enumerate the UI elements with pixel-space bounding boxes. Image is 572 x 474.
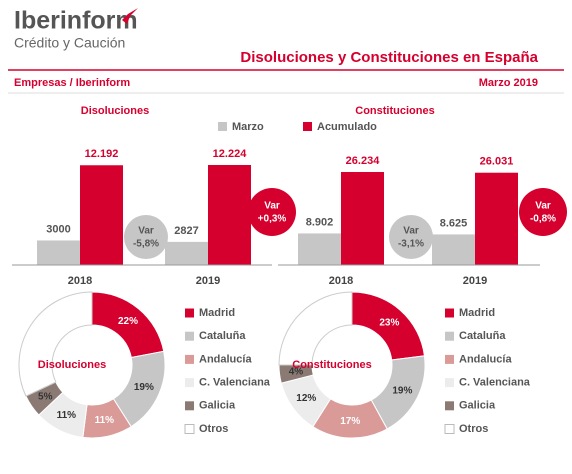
- legend-label: Galicia: [199, 400, 236, 412]
- slice-label: 17%: [340, 416, 360, 427]
- legend-swatch: [185, 308, 194, 318]
- variation-title: Var: [264, 201, 280, 212]
- x-tick-label: 2019: [196, 275, 220, 287]
- variation-title: Var: [138, 226, 154, 237]
- legend-swatch: [185, 378, 194, 388]
- legend-label: C. Valenciana: [459, 377, 531, 389]
- slice-label: 12%: [296, 393, 316, 404]
- variation-title: Var: [403, 226, 419, 237]
- bar: [432, 234, 475, 265]
- slice-label: 5%: [38, 391, 53, 402]
- legend-label: Otros: [459, 423, 488, 435]
- legend-swatch: [445, 308, 454, 318]
- x-tick-label: 2018: [68, 275, 92, 287]
- bar: [37, 240, 80, 265]
- logo-sub: Crédito y Caución: [14, 35, 125, 51]
- legend-label: Otros: [199, 423, 228, 435]
- legend-label: Madrid: [459, 307, 495, 319]
- slice-label: 19%: [392, 385, 412, 396]
- slice-label: 22%: [118, 316, 138, 327]
- page-title: Disoluciones y Constituciones en España: [240, 49, 538, 66]
- legend-label: C. Valenciana: [199, 377, 271, 389]
- donut-title: Disoluciones: [38, 359, 106, 371]
- legend-label: Marzo: [232, 121, 264, 133]
- legend-label: Acumulado: [317, 121, 377, 133]
- variation-label: -3,1%: [398, 239, 424, 250]
- bar: [475, 172, 518, 265]
- variation-title: Var: [535, 201, 551, 212]
- legend-swatch: [445, 401, 454, 411]
- legend-swatch: [184, 424, 195, 434]
- legend-label: Andalucía: [199, 353, 252, 365]
- legend-label: Cataluña: [199, 330, 246, 342]
- variation-bubble: [124, 215, 168, 259]
- donut-slice: [18, 291, 93, 397]
- value-label: 2827: [174, 225, 198, 237]
- slice-label: 23%: [379, 317, 399, 328]
- variation-label: +0,3%: [258, 214, 287, 225]
- legend-label: Andalucía: [459, 353, 512, 365]
- bar: [341, 172, 384, 265]
- bar: [80, 165, 123, 265]
- legend-label: Cataluña: [459, 330, 506, 342]
- legend-label: Galicia: [459, 400, 496, 412]
- date: Marzo 2019: [479, 77, 538, 89]
- source: Empresas / Iberinform: [14, 77, 130, 89]
- legend-swatch: [445, 331, 454, 341]
- legend-swatch: [444, 424, 455, 434]
- variation-bubble: [519, 188, 567, 236]
- slice-label: 11%: [57, 410, 77, 421]
- slice-label: 4%: [289, 367, 304, 378]
- value-label: 26.234: [346, 155, 381, 167]
- value-label: 8.625: [440, 217, 468, 229]
- value-label: 12.224: [213, 148, 248, 160]
- variation-bubble: [389, 215, 433, 259]
- x-tick-label: 2019: [463, 275, 487, 287]
- value-label: 3000: [46, 223, 70, 235]
- slice-label: 19%: [134, 382, 154, 393]
- logo-mark: [122, 8, 138, 24]
- legend-swatch: [185, 331, 194, 341]
- variation-label: -0,8%: [530, 214, 556, 225]
- legend-swatch: [445, 378, 454, 388]
- legend-swatch: [185, 401, 194, 411]
- variation-label: -5,8%: [133, 239, 159, 250]
- donut-title: Constituciones: [292, 359, 371, 371]
- x-tick-label: 2018: [329, 275, 353, 287]
- chart-title: Disoluciones: [81, 105, 149, 117]
- legend-swatch: [303, 122, 312, 131]
- variation-bubble: [248, 188, 296, 236]
- bar: [208, 165, 251, 265]
- value-label: 8.902: [306, 216, 334, 228]
- legend-label: Madrid: [199, 307, 235, 319]
- legend-swatch: [185, 354, 194, 364]
- donut-slice: [278, 291, 353, 366]
- bar: [298, 233, 341, 265]
- bar: [165, 241, 208, 265]
- legend-swatch: [445, 354, 454, 364]
- value-label: 12.192: [85, 148, 119, 160]
- slice-label: 11%: [95, 415, 115, 426]
- logo: Iberinform: [14, 7, 138, 35]
- legend-swatch: [218, 122, 227, 131]
- chart-title: Constituciones: [355, 105, 434, 117]
- value-label: 26.031: [480, 156, 514, 168]
